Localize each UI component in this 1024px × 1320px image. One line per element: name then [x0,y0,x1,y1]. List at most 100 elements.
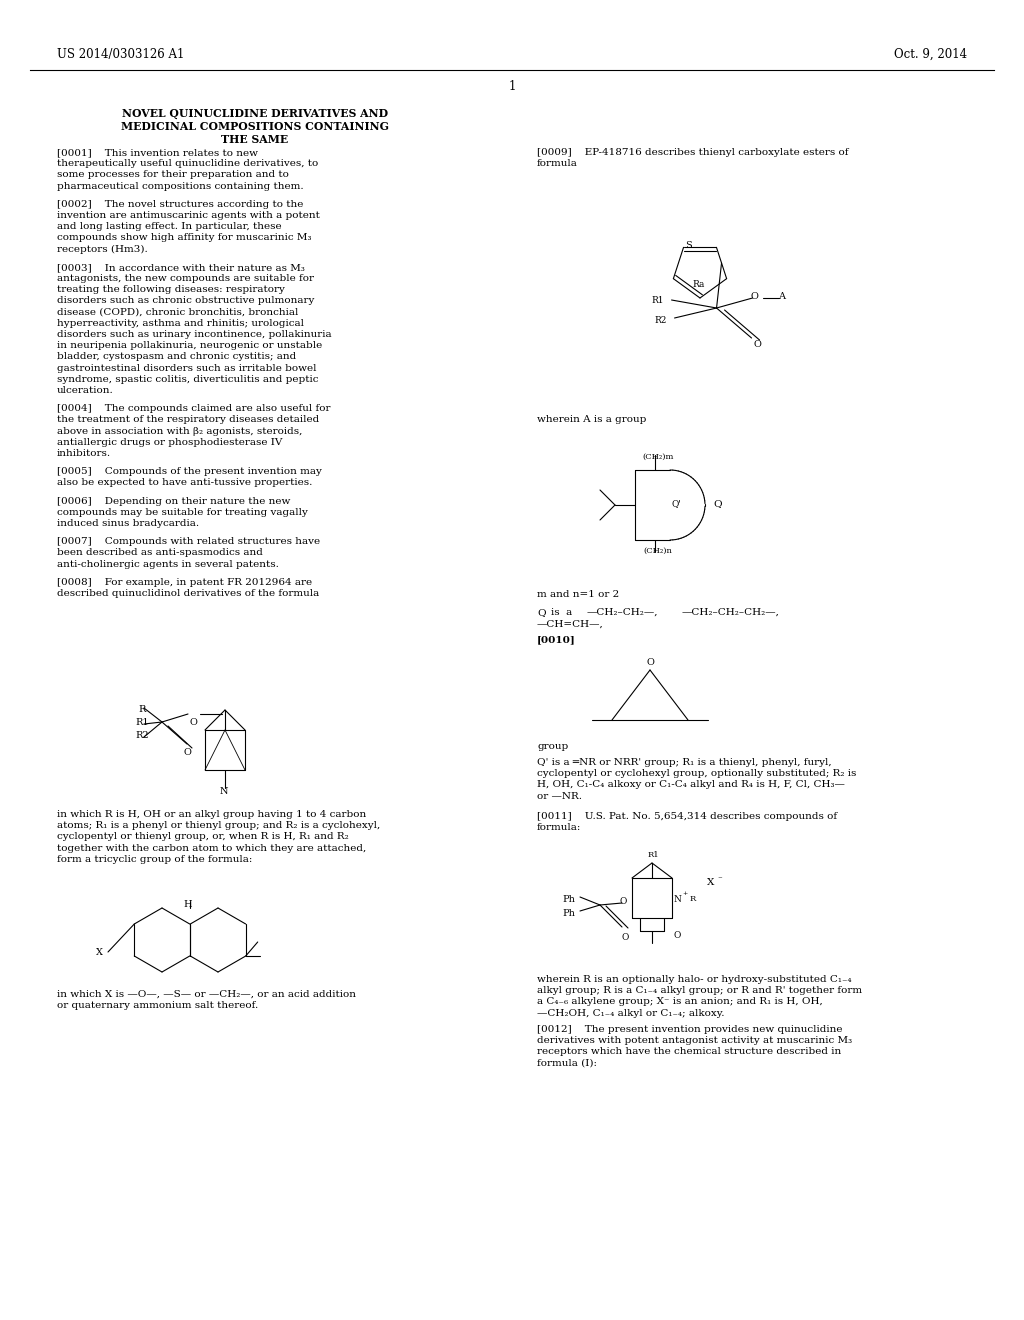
Text: [0009]    EP-418716 describes thienyl carboxylate esters of: [0009] EP-418716 describes thienyl carbo… [537,148,849,157]
Text: O: O [646,657,654,667]
Text: compounds may be suitable for treating vagally: compounds may be suitable for treating v… [57,508,308,517]
Text: alkyl group; R is a C₁₋₄ alkyl group; or R and R' together form: alkyl group; R is a C₁₋₄ alkyl group; or… [537,986,862,995]
Text: —CH₂OH, C₁₋₄ alkyl or C₁₋₄; alkoxy.: —CH₂OH, C₁₋₄ alkyl or C₁₋₄; alkoxy. [537,1008,725,1018]
Text: US 2014/0303126 A1: US 2014/0303126 A1 [57,48,184,61]
Text: [0003]    In accordance with their nature as M₃: [0003] In accordance with their nature a… [57,263,305,272]
Text: R1: R1 [135,718,148,727]
Text: X: X [96,948,103,957]
Text: disorders such as chronic obstructive pulmonary: disorders such as chronic obstructive pu… [57,297,314,305]
Text: (CH₂)n: (CH₂)n [643,546,673,554]
Text: O: O [754,341,762,348]
Text: atoms; R₁ is a phenyl or thienyl group; and R₂ is a cyclohexyl,: atoms; R₁ is a phenyl or thienyl group; … [57,821,380,830]
Text: inhibitors.: inhibitors. [57,449,112,458]
Text: compounds show high affinity for muscarinic M₃: compounds show high affinity for muscari… [57,234,311,243]
Text: together with the carbon atom to which they are attached,: together with the carbon atom to which t… [57,843,367,853]
Text: receptors (Hm3).: receptors (Hm3). [57,244,147,253]
Text: therapeutically useful quinuclidine derivatives, to: therapeutically useful quinuclidine deri… [57,160,318,168]
Text: [0008]    For example, in patent FR 2012964 are: [0008] For example, in patent FR 2012964… [57,578,312,587]
Text: been described as anti-spasmodics and: been described as anti-spasmodics and [57,548,263,557]
Text: formula: formula [537,160,578,168]
Text: R2: R2 [654,315,667,325]
Text: [0012]    The present invention provides new quinuclidine: [0012] The present invention provides ne… [537,1026,843,1034]
Text: some processes for their preparation and to: some processes for their preparation and… [57,170,289,180]
Text: R1: R1 [651,296,664,305]
Text: +: + [682,891,687,896]
Text: receptors which have the chemical structure described in: receptors which have the chemical struct… [537,1047,842,1056]
Text: Ph: Ph [562,909,574,917]
Text: R: R [690,895,696,903]
Text: O: O [751,292,759,301]
Text: formula (I):: formula (I): [537,1059,597,1068]
Text: Q: Q [537,609,546,616]
Text: derivatives with potent antagonist activity at muscarinic M₃: derivatives with potent antagonist activ… [537,1036,852,1045]
Text: —CH=CH—,: —CH=CH—, [537,619,604,628]
Text: ⁻: ⁻ [717,875,722,884]
Text: ulceration.: ulceration. [57,385,114,395]
Text: bladder, cystospasm and chronic cystitis; and: bladder, cystospasm and chronic cystitis… [57,352,296,362]
Text: Ph: Ph [562,895,574,904]
Text: N: N [674,895,682,904]
Text: antiallergic drugs or phosphodiesterase IV: antiallergic drugs or phosphodiesterase … [57,438,283,446]
Text: [0006]    Depending on their nature the new: [0006] Depending on their nature the new [57,496,291,506]
Text: formula:: formula: [537,824,582,832]
Text: anti-cholinergic agents in several patents.: anti-cholinergic agents in several paten… [57,560,279,569]
Text: hyperreactivity, asthma and rhinitis; urological: hyperreactivity, asthma and rhinitis; ur… [57,319,304,327]
Text: or —NR.: or —NR. [537,792,582,801]
Text: [0010]: [0010] [537,635,575,644]
Text: gastrointestinal disorders such as irritable bowel: gastrointestinal disorders such as irrit… [57,363,316,372]
Text: above in association with β₂ agonists, steroids,: above in association with β₂ agonists, s… [57,426,302,436]
Text: wherein R is an optionally halo- or hydroxy-substituted C₁₋₄: wherein R is an optionally halo- or hydr… [537,975,852,983]
Text: H: H [183,900,193,909]
Text: Q' is a ═NR or NRR' group; R₁ is a thienyl, phenyl, furyl,: Q' is a ═NR or NRR' group; R₁ is a thien… [537,758,831,767]
Text: Q': Q' [672,499,682,508]
Text: O: O [674,931,681,940]
Text: [0007]    Compounds with related structures have: [0007] Compounds with related structures… [57,537,321,546]
Text: —CH₂–CH₂–CH₂—,: —CH₂–CH₂–CH₂—, [682,609,780,616]
Text: O: O [184,748,191,756]
Text: R1: R1 [648,851,659,859]
Text: in which X is —O—, —S— or —CH₂—, or an acid addition: in which X is —O—, —S— or —CH₂—, or an a… [57,990,356,999]
Text: [0001]    This invention relates to new: [0001] This invention relates to new [57,148,258,157]
Text: also be expected to have anti-tussive properties.: also be expected to have anti-tussive pr… [57,478,312,487]
Text: A: A [778,292,785,301]
Text: X: X [707,878,715,887]
Text: m and n=1 or 2: m and n=1 or 2 [537,590,620,599]
Text: wherein A is a group: wherein A is a group [537,414,646,424]
Text: in which R is H, OH or an alkyl group having 1 to 4 carbon: in which R is H, OH or an alkyl group ha… [57,810,367,818]
Text: O: O [620,898,628,906]
Text: disease (COPD), chronic bronchitis, bronchial: disease (COPD), chronic bronchitis, bron… [57,308,298,317]
Text: THE SAME: THE SAME [221,135,289,145]
Text: O: O [622,933,630,942]
Text: form a tricyclic group of the formula:: form a tricyclic group of the formula: [57,855,252,863]
Text: [0004]    The compounds claimed are also useful for: [0004] The compounds claimed are also us… [57,404,331,413]
Text: treating the following diseases: respiratory: treating the following diseases: respira… [57,285,285,294]
Text: antagonists, the new compounds are suitable for: antagonists, the new compounds are suita… [57,275,314,282]
Text: is  a: is a [551,609,572,616]
Text: syndrome, spastic colitis, diverticulitis and peptic: syndrome, spastic colitis, diverticuliti… [57,375,318,384]
Text: pharmaceutical compositions containing them.: pharmaceutical compositions containing t… [57,182,304,190]
Text: a C₄₋₆ alkylene group; X⁻ is an anion; and R₁ is H, OH,: a C₄₋₆ alkylene group; X⁻ is an anion; a… [537,998,822,1006]
Text: —CH₂–CH₂—,: —CH₂–CH₂—, [587,609,658,616]
Text: R: R [138,705,145,714]
Text: NOVEL QUINUCLIDINE DERIVATIVES AND: NOVEL QUINUCLIDINE DERIVATIVES AND [122,108,388,119]
Text: cyclopentyl or cyclohexyl group, optionally substituted; R₂ is: cyclopentyl or cyclohexyl group, optiona… [537,770,856,779]
Text: invention are antimuscarinic agents with a potent: invention are antimuscarinic agents with… [57,211,319,220]
Text: group: group [537,742,568,751]
Text: H, OH, C₁-C₄ alkoxy or C₁-C₄ alkyl and R₄ is H, F, Cl, CH₃—: H, OH, C₁-C₄ alkoxy or C₁-C₄ alkyl and R… [537,780,845,789]
Text: Ra: Ra [692,280,705,289]
Text: 1: 1 [508,81,516,92]
Text: [0011]    U.S. Pat. No. 5,654,314 describes compounds of: [0011] U.S. Pat. No. 5,654,314 describes… [537,812,838,821]
Text: MEDICINAL COMPOSITIONS CONTAINING: MEDICINAL COMPOSITIONS CONTAINING [121,121,389,132]
Text: Oct. 9, 2014: Oct. 9, 2014 [894,48,967,61]
Text: and long lasting effect. In particular, these: and long lasting effect. In particular, … [57,222,282,231]
Text: cyclopentyl or thienyl group, or, when R is H, R₁ and R₂: cyclopentyl or thienyl group, or, when R… [57,833,349,841]
Text: (CH₂)m: (CH₂)m [642,453,674,461]
Text: induced sinus bradycardia.: induced sinus bradycardia. [57,519,199,528]
Text: or quaternary ammonium salt thereof.: or quaternary ammonium salt thereof. [57,1001,258,1010]
Text: Q: Q [713,499,722,508]
Text: described quinuclidinol derivatives of the formula: described quinuclidinol derivatives of t… [57,589,319,598]
Text: O: O [190,718,198,727]
Text: S: S [685,242,692,251]
Text: N: N [220,787,228,796]
Text: [0005]    Compounds of the present invention may: [0005] Compounds of the present inventio… [57,467,322,477]
